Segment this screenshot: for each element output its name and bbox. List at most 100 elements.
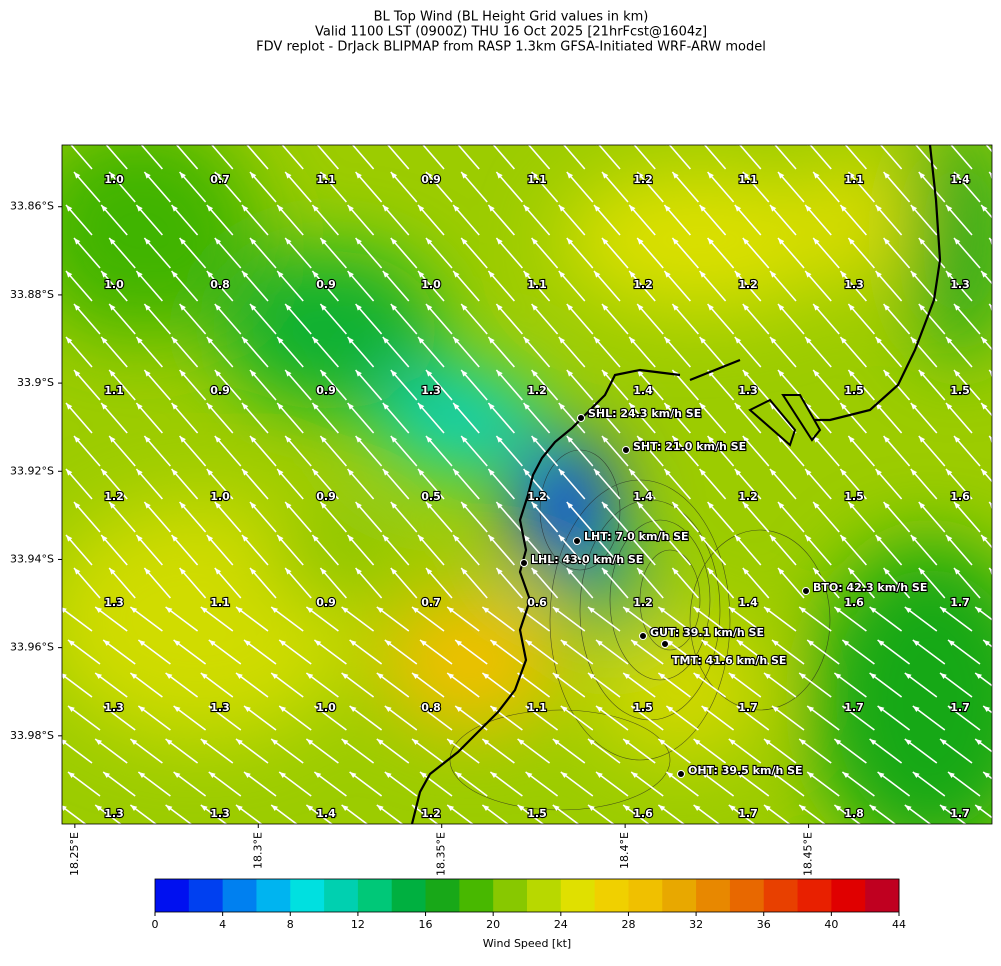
- wind-arrow-head: [214, 370, 222, 377]
- wind-arrow-head: [179, 370, 186, 377]
- wind-arrow: [243, 639, 277, 665]
- wind-arrow-head: [770, 337, 777, 344]
- bl-height-value: 1.7: [950, 596, 970, 609]
- wind-arrow-head: [558, 403, 566, 410]
- wind-arrow-head: [62, 607, 67, 614]
- wind-arrow-head: [560, 640, 568, 647]
- wind-arrow-head: [602, 370, 609, 377]
- wind-arrow-head: [910, 205, 918, 212]
- wind-arrow-head: [525, 706, 533, 713]
- wind-arrow-head: [736, 706, 744, 713]
- wind-arrow-head: [347, 469, 354, 476]
- wind-arrow-head: [341, 673, 349, 680]
- wind-arrow-head: [875, 535, 882, 542]
- wind-arrow-head: [244, 706, 251, 713]
- wind-arrow-head: [312, 337, 319, 344]
- wind-arrow-head: [461, 568, 468, 575]
- wind-arrow-head: [355, 436, 362, 443]
- wind-arrow-head: [390, 238, 398, 245]
- wind-arrow: [143, 237, 172, 269]
- wind-arrow: [742, 435, 770, 467]
- wind-arrow-head: [488, 535, 495, 542]
- wind-arrow: [175, 145, 199, 170]
- wind-arrow-head: [531, 436, 538, 443]
- wind-arrow-head: [418, 271, 425, 278]
- wind-arrow: [62, 805, 87, 824]
- wind-arrow: [912, 771, 946, 797]
- wind-arrow-head: [179, 502, 186, 509]
- wind-arrow: [693, 672, 727, 698]
- wind-arrow-head: [940, 805, 947, 812]
- wind-arrow-head: [954, 502, 961, 509]
- wind-arrow: [94, 672, 128, 698]
- wind-arrow-head: [136, 535, 143, 542]
- wind-arrow: [208, 771, 242, 797]
- bl-height-value: 1.2: [421, 807, 441, 820]
- wind-arrow-head: [496, 370, 503, 377]
- wind-arrow-head: [488, 403, 495, 410]
- wind-arrow-head: [948, 706, 955, 713]
- wind-arrow-head: [320, 304, 327, 311]
- wind-arrow: [376, 804, 404, 824]
- wind-arrow-head: [736, 772, 744, 779]
- bl-height-value: 0.9: [421, 173, 441, 186]
- bl-height-value: 0.6: [527, 596, 547, 609]
- wind-arrow: [390, 369, 418, 401]
- wind-arrow-head: [461, 436, 468, 443]
- wind-arrow: [425, 567, 453, 599]
- wind-arrow: [910, 534, 938, 566]
- wind-arrow: [517, 804, 545, 824]
- wind-arrow: [974, 804, 992, 819]
- wind-arrow-head: [455, 772, 462, 779]
- wind-arrow-head: [279, 706, 286, 713]
- wind-arrow: [178, 369, 207, 401]
- wind-arrow: [950, 145, 973, 170]
- bl-height-value: 1.1: [527, 701, 547, 714]
- lat-tick-label: 33.98°S: [10, 729, 54, 742]
- colorbar-tick-label: 24: [554, 918, 568, 931]
- wind-arrow-head: [250, 436, 257, 443]
- wind-arrow: [376, 606, 410, 632]
- wind-arrow: [341, 738, 375, 764]
- wind-arrow-head: [981, 337, 988, 344]
- wind-arrow: [798, 672, 832, 698]
- wind-arrow: [706, 369, 735, 401]
- wind-arrow: [425, 501, 453, 533]
- bl-height-value: 1.0: [210, 490, 230, 503]
- wind-arrow-head: [165, 673, 173, 680]
- wind-arrow: [980, 336, 992, 351]
- wind-arrow: [734, 468, 762, 500]
- wind-arrow: [487, 270, 516, 302]
- wind-arrow-head: [629, 271, 636, 278]
- wind-arrow-head: [242, 337, 249, 344]
- wind-arrow-head: [918, 172, 926, 179]
- wind-arrow: [73, 501, 101, 533]
- wind-arrow: [481, 804, 510, 824]
- wind-arrow-head: [596, 772, 603, 779]
- wind-arrow-head: [602, 436, 609, 443]
- wind-arrow: [108, 237, 136, 269]
- wind-arrow-head: [981, 469, 988, 476]
- wind-arrow: [939, 738, 973, 764]
- colorbar-label: Wind Speed [kt]: [483, 937, 571, 950]
- wind-arrow: [270, 804, 298, 824]
- wind-arrow: [425, 303, 453, 335]
- wind-arrow: [517, 606, 551, 632]
- wind-arrow: [354, 171, 383, 203]
- lat-tick-label: 33.92°S: [10, 464, 54, 477]
- wind-arrow-head: [242, 205, 249, 212]
- wind-arrow-head: [320, 568, 327, 575]
- wind-arrow: [668, 145, 692, 170]
- wind-arrow: [284, 303, 312, 335]
- wind-arrow-head: [95, 673, 102, 680]
- wind-arrow-head: [664, 469, 671, 476]
- wind-arrow-head: [200, 673, 208, 680]
- bl-height-value: 1.2: [527, 490, 547, 503]
- station-dot: [520, 559, 528, 567]
- wind-arrow-head: [566, 238, 574, 245]
- station-dot: [802, 587, 810, 595]
- wind-arrow: [657, 804, 686, 824]
- wind-arrow: [354, 435, 383, 467]
- wind-arrow-head: [883, 568, 890, 575]
- wind-arrow-head: [214, 172, 222, 179]
